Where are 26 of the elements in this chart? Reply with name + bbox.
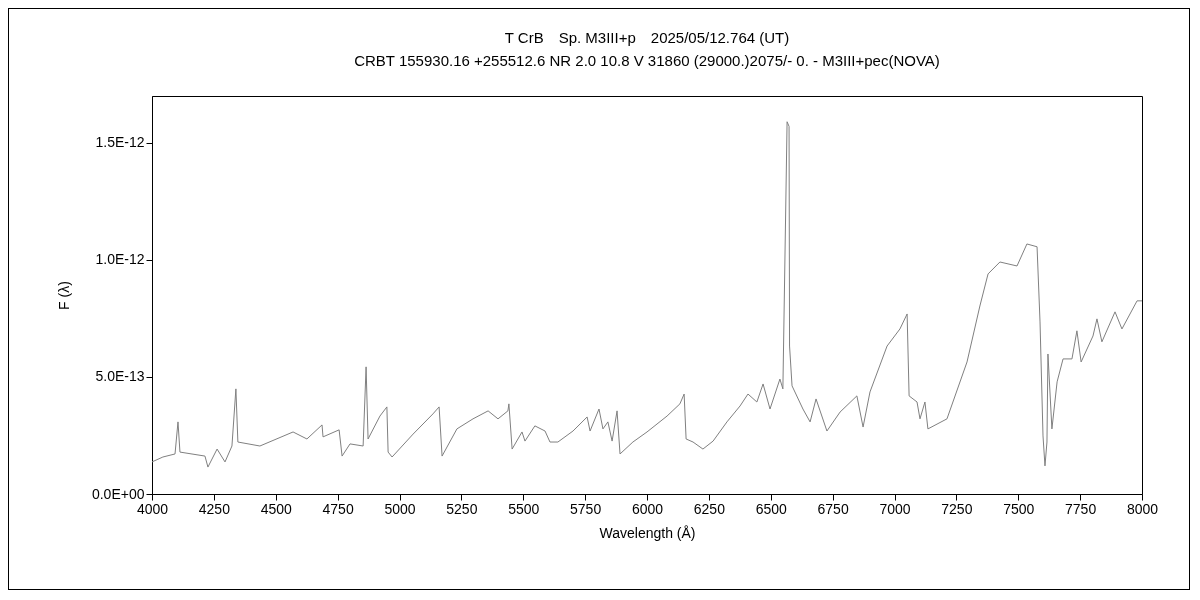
x-tick-label: 7250 [941,500,973,517]
x-tick-label: 8000 [1126,500,1159,517]
y-axis-title: F (λ) [55,281,72,310]
y-tick-label: 1.0E-12 [95,251,145,268]
x-tick-label: 4750 [322,500,354,517]
x-tick-label: 5250 [446,500,478,517]
x-tick-label: 5000 [384,500,416,517]
x-tick-label: 6250 [693,500,726,517]
x-tick-label: 5500 [508,500,540,517]
chart-title: T CrB Sp. M3III+p 2025/05/12.764 (UT) [504,29,790,46]
x-tick-label: 5750 [570,500,602,517]
y-tick-label: 0.0E+00 [91,485,145,502]
x-tick-label: 7500 [1003,500,1035,517]
x-tick-label: 4250 [198,500,231,517]
y-tick-label: 5.0E-13 [95,368,145,385]
x-tick-label: 4000 [136,500,169,517]
x-tick-label: 4500 [260,500,293,517]
x-tick-label: 6500 [755,500,788,517]
chart-subtitle: CRBT 155930.16 +255512.6 NR 2.0 10.8 V 31860 (29000.)2075/- 0. - M3III+pec(NOVA) [354,52,940,69]
x-tick-label: 6750 [817,500,849,517]
x-tick-label: 7000 [879,500,911,517]
x-tick-label: 6000 [631,500,664,517]
y-tick-label: 1.5E-12 [95,134,145,151]
x-axis-title: Wavelength (Å) [599,524,696,541]
line-series [151,121,1143,468]
x-tick-label: 7750 [1065,500,1097,517]
